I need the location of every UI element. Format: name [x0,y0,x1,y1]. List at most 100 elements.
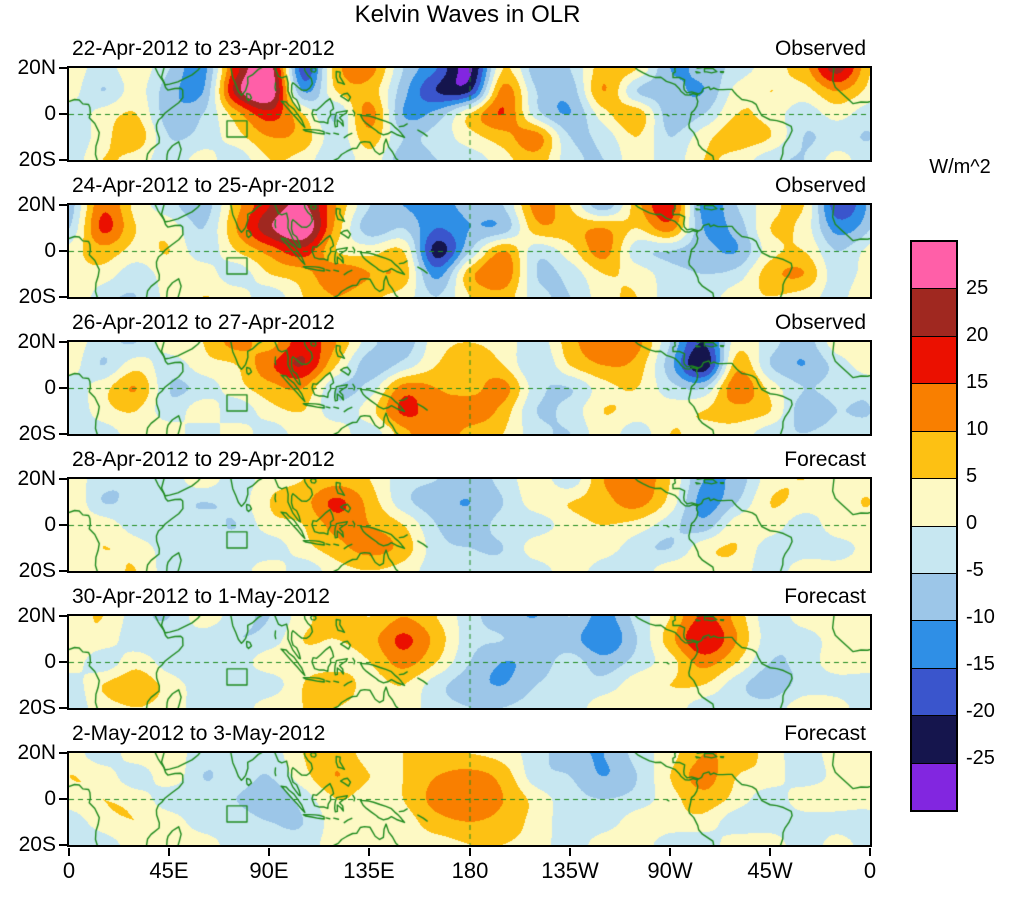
panel-6-type-label: Forecast [784,722,866,745]
ytick-label-0: 0 [44,650,56,673]
panel-4-map: 20N 0 20S [17,468,872,582]
ytick-label-20S: 20S [18,696,56,719]
ytick-label-20S: 20S [18,148,56,171]
colorbar-cell-4 [912,430,956,479]
colorbar-units-label: W/m^2 [929,156,991,178]
panel-3-map: 20N 0 20S [17,331,872,445]
x-axis-tick [669,848,671,856]
panel-2-date-range: 24-Apr-2012 to 25-Apr-2012 [72,174,335,197]
ytick-label-0: 0 [44,787,56,810]
colorbar-cell-8 [912,620,956,668]
colorbar-cell-10 [912,715,956,763]
ytick-label-0: 0 [44,513,56,536]
colorbar-tick-label: -15 [966,653,995,675]
y-axis-tick [59,615,67,617]
y-axis-tick [59,204,67,206]
y-axis-tick [59,798,67,800]
xtick-label-90W: 90W [647,858,693,883]
panel-2-type-label: Observed [774,174,866,197]
colorbar-cell-2 [912,335,956,384]
panel-3-anomaly-canvas [69,342,870,434]
y-axis-tick [59,250,67,252]
ytick-label-20N: 20N [17,741,56,764]
y-axis-tick [59,341,67,343]
chart-title: Kelvin Waves in OLR [354,1,581,28]
xtick-label-0E: 0 [62,858,76,883]
colorbar-tick-label: -5 [966,559,984,581]
ytick-label-20N: 20N [17,56,56,79]
panel-2: 24-Apr-2012 to 25-Apr-2012 Observed 20N … [0,174,1021,308]
panel-1-anomaly-canvas [69,68,870,160]
panel-1-header: 22-Apr-2012 to 23-Apr-2012 Observed [67,37,868,65]
y-axis-tick [59,524,67,526]
panel-5-date-range: 30-Apr-2012 to 1-May-2012 [72,585,330,608]
panel-3: 26-Apr-2012 to 27-Apr-2012 Observed 20N … [0,311,1021,445]
ytick-label-20N: 20N [17,193,56,216]
x-axis: 0 45E 90E 135E 180 135W 90W 45W 0 [63,848,877,893]
colorbar-cell-7 [912,572,956,621]
ytick-label-20N: 20N [17,604,56,627]
ytick-label-20S: 20S [18,422,56,445]
panel-6-date-range: 2-May-2012 to 3-May-2012 [72,722,326,745]
panel-1-date-range: 22-Apr-2012 to 23-Apr-2012 [72,37,335,60]
y-axis-tick [59,67,67,69]
ytick-label-20S: 20S [18,833,56,856]
colorbar-cell-1 [912,288,956,336]
panel-1: 22-Apr-2012 to 23-Apr-2012 Observed 20N … [0,37,1021,171]
colorbar-cell-0 [912,242,956,289]
ytick-label-0: 0 [44,239,56,262]
x-axis-tick [769,848,771,856]
ytick-label-20S: 20S [18,559,56,582]
panel-4-type-label: Forecast [784,448,866,471]
colorbar-tick-label: 15 [966,371,989,393]
xtick-label-90E: 90E [249,858,289,883]
panel-3-date-range: 26-Apr-2012 to 27-Apr-2012 [72,311,335,334]
colorbar-tick-label: 0 [966,512,978,534]
y-axis-tick [59,296,67,298]
xtick-label-180: 180 [451,858,489,883]
colorbar-cell-3 [912,383,956,431]
x-axis-tick [869,848,871,856]
xtick-label-45E: 45E [149,858,189,883]
colorbar-tick-label: -10 [966,606,995,628]
colorbar-cell-6 [912,525,956,573]
panel-1-map: 20N 0 20S [17,57,872,171]
panel-3-type-label: Observed [774,311,866,334]
y-axis-tick [59,752,67,754]
ytick-label-20N: 20N [17,467,56,490]
panel-6-header: 2-May-2012 to 3-May-2012 Forecast [67,722,868,750]
panel-1-type-label: Observed [774,37,866,60]
panel-4-anomaly-canvas [69,479,870,571]
xtick-label-45W: 45W [747,858,793,883]
panel-2-anomaly-canvas [69,205,870,297]
panel-6-anomaly-canvas [69,753,870,845]
panel-4-header: 28-Apr-2012 to 29-Apr-2012 Forecast [67,448,868,476]
ytick-label-0: 0 [44,102,56,125]
colorbar-cell-5 [912,478,956,526]
panel-4: 28-Apr-2012 to 29-Apr-2012 Forecast 20N … [0,448,1021,582]
y-axis-tick [59,387,67,389]
colorbar-tick-labels: 25 20 15 10 5 0 -5 -10 -15 -20 -25 [966,240,1021,820]
panel-4-date-range: 28-Apr-2012 to 29-Apr-2012 [72,448,335,471]
panel-5-anomaly-canvas [69,616,870,708]
colorbar-tick-label: 5 [966,465,978,487]
y-axis-tick [59,478,67,480]
panel-5-map: 20N 0 20S [17,605,872,719]
colorbar-tick-label: 25 [966,277,989,299]
ytick-label-0: 0 [44,376,56,399]
ytick-label-20N: 20N [17,330,56,353]
panel-2-map: 20N 0 20S [17,194,872,308]
y-axis-tick [59,159,67,161]
x-axis-tick [368,848,370,856]
panel-5-type-label: Forecast [784,585,866,608]
colorbar-tick-label: -25 [966,747,995,769]
xtick-label-135W: 135W [541,858,599,883]
x-axis-tick [68,848,70,856]
xtick-label-135E: 135E [343,858,395,883]
panel-2-header: 24-Apr-2012 to 25-Apr-2012 Observed [67,174,868,202]
y-axis-tick [59,844,67,846]
colorbar-cell-11 [912,762,956,811]
colorbar-tick-label: -20 [966,700,995,722]
xtick-label-0W: 0 [863,858,877,883]
panel-6-map: 20N 0 20S [17,742,872,856]
